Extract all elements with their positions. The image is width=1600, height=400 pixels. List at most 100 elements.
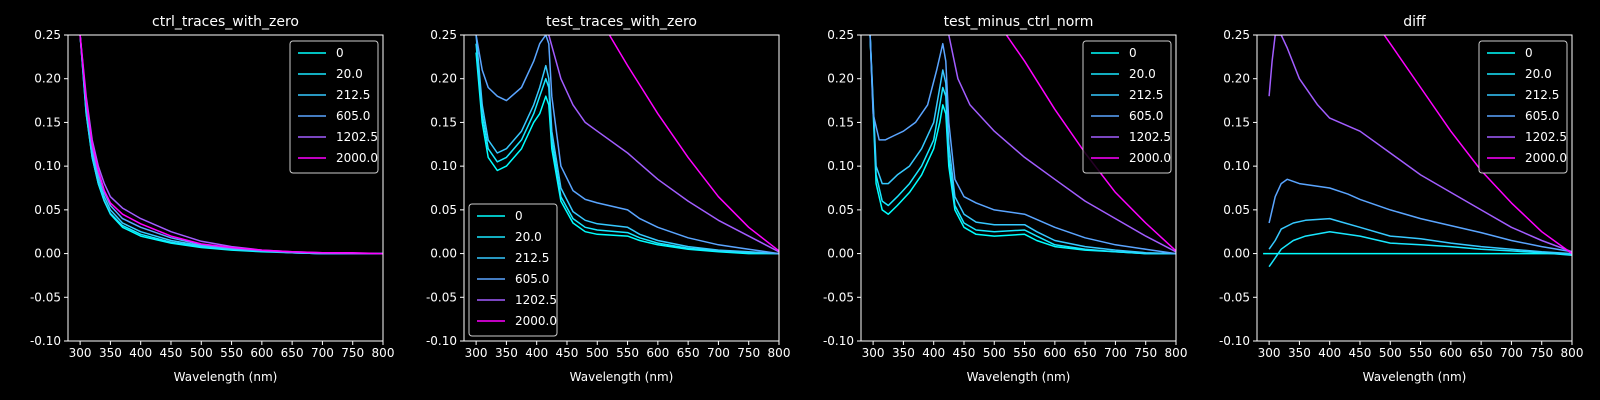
legend-label: 605.0 bbox=[336, 109, 370, 123]
series-line-0 bbox=[869, 35, 1176, 255]
legend: 0 20.0 212.5 605.0 1202.5 2000.0 bbox=[289, 40, 379, 174]
y-tick-label: -0.10 bbox=[426, 334, 457, 348]
x-tick-label: 700 bbox=[1500, 346, 1523, 360]
y-tick-label: 0.20 bbox=[34, 72, 61, 86]
series-line-20.0 bbox=[475, 43, 779, 255]
axes-frame bbox=[1256, 34, 1573, 342]
x-tick-label: 550 bbox=[1013, 346, 1036, 360]
x-tick-label: 300 bbox=[465, 346, 488, 360]
legend-label: 20.0 bbox=[336, 67, 363, 81]
legend-label: 20.0 bbox=[1525, 67, 1552, 81]
x-tick-label: 500 bbox=[1379, 346, 1402, 360]
legend-label: 212.5 bbox=[515, 251, 549, 265]
x-tick-label: 450 bbox=[1349, 346, 1372, 360]
y-tick-label: 0.20 bbox=[1223, 72, 1250, 86]
y-tick-label: 0.10 bbox=[827, 159, 854, 173]
axes-frame bbox=[67, 34, 384, 342]
series-line-2000.0 bbox=[79, 35, 383, 255]
series-line-20.0 bbox=[1268, 230, 1572, 268]
legend-label: 1202.5 bbox=[1525, 130, 1567, 144]
y-tick-label: 0.10 bbox=[1223, 159, 1250, 173]
x-tick-label: 800 bbox=[1165, 346, 1188, 360]
series-group bbox=[475, 35, 779, 255]
y-tick-label: -0.05 bbox=[823, 290, 854, 304]
y-tick-label: -0.10 bbox=[30, 334, 61, 348]
x-axis-label: Wavelength (nm) bbox=[174, 370, 278, 384]
y-tick-label: 0.20 bbox=[430, 72, 457, 86]
series-line-1202.5 bbox=[548, 35, 779, 253]
y-tick-label: 0.00 bbox=[827, 247, 854, 261]
legend: 0 20.0 212.5 605.0 1202.5 2000.0 bbox=[468, 203, 558, 337]
x-tick-label: 600 bbox=[1439, 346, 1462, 360]
x-tick-label: 550 bbox=[616, 346, 639, 360]
x-tick-label: 700 bbox=[311, 346, 334, 360]
legend-label: 605.0 bbox=[1525, 109, 1559, 123]
x-tick-label: 650 bbox=[1470, 346, 1493, 360]
legend-label: 605.0 bbox=[515, 272, 549, 286]
legend: 0 20.0 212.5 605.0 1202.5 2000.0 bbox=[1478, 40, 1568, 174]
x-tick-label: 500 bbox=[190, 346, 213, 360]
legend-label: 2000.0 bbox=[1129, 151, 1171, 165]
x-tick-label: 400 bbox=[922, 346, 945, 360]
y-tick-label: 0.25 bbox=[1223, 28, 1250, 42]
y-tick-label: 0.25 bbox=[430, 28, 457, 42]
y-tick-label: -0.05 bbox=[426, 290, 457, 304]
series-line-605.0 bbox=[869, 35, 1176, 255]
legend-label: 0 bbox=[515, 209, 523, 223]
series-line-1202.5 bbox=[1268, 35, 1572, 253]
y-tick-label: 0.10 bbox=[34, 159, 61, 173]
x-tick-label: 650 bbox=[281, 346, 304, 360]
x-tick-label: 500 bbox=[983, 346, 1006, 360]
y-tick-label: 0.00 bbox=[34, 247, 61, 261]
legend-label: 0 bbox=[336, 46, 344, 60]
y-tick-label: 0.05 bbox=[430, 203, 457, 217]
x-tick-label: 300 bbox=[69, 346, 92, 360]
x-tick-label: 700 bbox=[707, 346, 730, 360]
axes-frame bbox=[463, 34, 780, 342]
x-tick-label: 350 bbox=[495, 346, 518, 360]
y-tick-label: 0.15 bbox=[34, 115, 61, 129]
chart-title: test_traces_with_zero bbox=[546, 14, 697, 30]
x-tick-label: 800 bbox=[372, 346, 395, 360]
legend-label: 1202.5 bbox=[1129, 130, 1171, 144]
y-tick-label: 0.15 bbox=[827, 115, 854, 129]
x-tick-label: 350 bbox=[1288, 346, 1311, 360]
series-line-20.0 bbox=[869, 35, 1176, 255]
x-tick-label: 550 bbox=[220, 346, 243, 360]
y-tick-label: 0.05 bbox=[34, 203, 61, 217]
x-tick-label: 300 bbox=[862, 346, 885, 360]
legend-label: 0 bbox=[1525, 46, 1533, 60]
series-line-2000.0 bbox=[608, 35, 779, 252]
x-tick-label: 700 bbox=[1104, 346, 1127, 360]
series-line-0 bbox=[475, 52, 779, 255]
legend-label: 2000.0 bbox=[515, 314, 557, 328]
legend-label: 2000.0 bbox=[336, 151, 378, 165]
chart-panel-2: 300 350 400 450 500 550 600 650 700 750 800 -0.10 -0… bbox=[426, 14, 791, 384]
series-line-605.0 bbox=[79, 35, 383, 255]
y-tick-label: 0.00 bbox=[1223, 247, 1250, 261]
y-tick-label: -0.10 bbox=[823, 334, 854, 348]
x-tick-label: 750 bbox=[1530, 346, 1553, 360]
y-tick-label: 0.25 bbox=[827, 28, 854, 42]
series-line-605.0 bbox=[1268, 178, 1572, 253]
x-tick-label: 650 bbox=[677, 346, 700, 360]
x-tick-label: 750 bbox=[737, 346, 760, 360]
x-tick-label: 750 bbox=[341, 346, 364, 360]
x-tick-label: 750 bbox=[1134, 346, 1157, 360]
legend-label: 212.5 bbox=[1129, 88, 1163, 102]
chart-title: diff bbox=[1403, 14, 1426, 30]
y-tick-label: -0.05 bbox=[30, 290, 61, 304]
chart-title: test_minus_ctrl_norm bbox=[944, 14, 1094, 30]
x-tick-label: 800 bbox=[1561, 346, 1584, 360]
series-line-605.0 bbox=[475, 35, 779, 255]
x-tick-label: 450 bbox=[556, 346, 579, 360]
chart-title: ctrl_traces_with_zero bbox=[152, 14, 299, 30]
series-group bbox=[79, 35, 383, 255]
series-group bbox=[1263, 35, 1572, 268]
chart-panel-4: 300 350 400 450 500 550 600 650 700 750 800 -0.10 -0… bbox=[1219, 14, 1584, 384]
x-tick-label: 600 bbox=[646, 346, 669, 360]
x-axis-label: Wavelength (nm) bbox=[570, 370, 674, 384]
x-axis-label: Wavelength (nm) bbox=[967, 370, 1071, 384]
legend-label: 1202.5 bbox=[336, 130, 378, 144]
